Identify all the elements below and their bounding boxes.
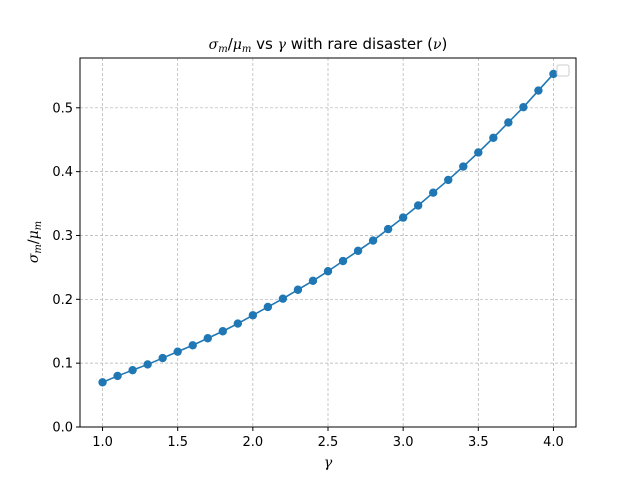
ticks: 1.0 1.5 2.0 2.5 3.0 3.5 4.0 0.0 0.1 0.2 0.3 0.4 0.5	[52, 101, 563, 450]
x-tick-label: 1.5	[167, 435, 188, 450]
y-tick-label: 0.3	[52, 229, 73, 244]
data-point	[113, 371, 122, 381]
data-point	[413, 201, 423, 210]
legend-box	[556, 64, 570, 77]
x-tick-label: 2.5	[318, 435, 339, 450]
y-tick-label: 0.5	[52, 101, 73, 116]
data-point	[429, 188, 438, 197]
data-point	[504, 118, 513, 127]
data-point	[278, 294, 288, 303]
x-tick-label: 2.0	[243, 435, 264, 450]
y-tick-label: 0.0	[52, 421, 73, 436]
data-point	[459, 162, 468, 171]
x-tick-label: 3.0	[393, 435, 414, 450]
data-point	[98, 378, 107, 387]
data-point	[489, 133, 498, 143]
y-tick-label: 0.4	[52, 165, 73, 180]
data-point	[128, 365, 137, 375]
data-point	[203, 334, 212, 343]
data-point	[549, 69, 558, 79]
data-point	[173, 347, 182, 356]
data-point	[519, 102, 528, 112]
data-point	[158, 353, 167, 363]
series	[98, 69, 558, 387]
data-point	[143, 360, 152, 369]
data-point	[323, 267, 333, 276]
data-point	[308, 276, 318, 286]
data-point	[534, 86, 543, 95]
x-tick-label: 1.0	[92, 435, 113, 450]
data-point	[188, 341, 197, 350]
y-tick-label: 0.2	[52, 293, 73, 308]
chart-title: σm/μm vs γ with rare disaster (ν)	[209, 35, 448, 55]
data-point	[474, 148, 483, 157]
x-tick-label: 3.5	[468, 435, 489, 450]
x-axis-label: γ	[324, 455, 333, 471]
data-point	[338, 256, 348, 266]
data-point	[263, 302, 273, 312]
data-point	[383, 224, 393, 234]
y-axis-label: σm/μm	[26, 221, 44, 263]
x-tick-label: 4.0	[543, 435, 564, 450]
data-point	[368, 236, 378, 245]
data-point	[293, 285, 303, 294]
data-point	[248, 311, 258, 320]
data-point	[398, 213, 408, 222]
data-point	[233, 319, 243, 328]
data-point	[444, 175, 453, 185]
data-point	[218, 327, 227, 336]
y-tick-label: 0.1	[52, 357, 73, 372]
data-point	[353, 246, 363, 255]
